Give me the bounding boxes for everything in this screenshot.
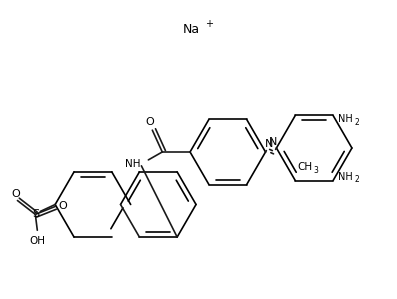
Text: 3: 3	[313, 166, 318, 175]
Text: O: O	[58, 202, 67, 211]
Text: NH: NH	[338, 115, 353, 124]
Text: NH: NH	[338, 172, 353, 182]
Text: N: N	[268, 138, 277, 147]
Text: 2: 2	[355, 175, 360, 184]
Text: OH: OH	[29, 236, 45, 246]
Text: +: +	[205, 19, 213, 29]
Text: CH: CH	[297, 162, 312, 172]
Text: N: N	[265, 139, 274, 149]
Text: O: O	[145, 117, 154, 127]
Text: O: O	[11, 189, 20, 199]
Text: NH: NH	[125, 159, 141, 169]
Text: S: S	[32, 209, 39, 219]
Text: Na: Na	[183, 23, 200, 36]
Text: 2: 2	[355, 118, 360, 127]
